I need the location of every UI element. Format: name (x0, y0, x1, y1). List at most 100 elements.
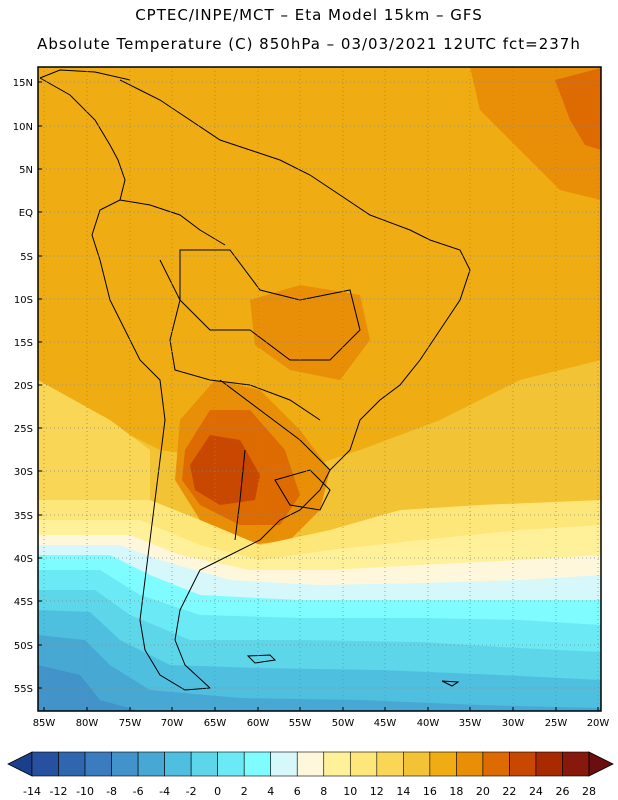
border-argentina-chile (234, 449, 246, 541)
colorbar-label: -2 (186, 785, 197, 798)
field-neg6-neg4 (38, 665, 140, 711)
colorbar-label: -14 (23, 785, 41, 798)
colorbar-label: 8 (320, 785, 327, 798)
colorbar-box (84, 751, 112, 777)
colorbar-label: -8 (106, 785, 117, 798)
colorbar-box (482, 751, 510, 777)
lat-label: 15N (13, 78, 33, 89)
lat-label: 50S (14, 641, 33, 652)
border-bolivia (159, 259, 321, 421)
latitude-axis: 15N 10N 5N EQ 5S 10S 15S 20S 25S 30S 35S… (13, 78, 33, 695)
lat-label: 55S (14, 684, 33, 695)
colorbar-label: 4 (267, 785, 274, 798)
field-18-20 (38, 67, 601, 470)
border-uruguay (274, 469, 331, 511)
lat-label: 20S (14, 381, 33, 392)
colorbar-box (164, 751, 192, 777)
field-22-24-atlantic (555, 68, 601, 150)
colorbar-label: -10 (76, 785, 94, 798)
lat-label: 25S (14, 424, 33, 435)
field-14-16-pacific (38, 380, 150, 505)
colorbar-label: 18 (449, 785, 463, 798)
lon-label: 55W (289, 718, 312, 729)
colorbar-box (535, 751, 563, 777)
lat-label: 15S (14, 338, 33, 349)
border-colombia (119, 199, 226, 246)
colorbar-box (111, 751, 139, 777)
lon-label: 25W (545, 718, 568, 729)
lat-label: 35S (14, 511, 33, 522)
colorbar-low-arrow (7, 751, 33, 777)
lon-label: 45W (374, 718, 397, 729)
colorbar-box (296, 751, 325, 777)
colorbar-box (137, 751, 165, 777)
map-border (37, 66, 602, 712)
colorbar-label: 0 (214, 785, 221, 798)
lon-label: 20W (587, 718, 610, 729)
colorbar-label: -4 (159, 785, 170, 798)
colorbar-box (270, 751, 298, 777)
temperature-field (38, 67, 601, 711)
colorbar-box (349, 751, 378, 777)
colorbar-high-arrow (588, 751, 614, 777)
lat-label: EQ (19, 208, 33, 219)
lon-label: 85W (33, 718, 56, 729)
colorbar-box (509, 751, 537, 777)
lon-label: 80W (76, 718, 99, 729)
colorbar-label: 22 (502, 785, 516, 798)
map-title-line-2: Absolute Temperature (C) 850hPa – 03/03/… (37, 35, 581, 53)
colorbar-label: -12 (50, 785, 68, 798)
axis-ticks (38, 81, 599, 711)
colorbar-label: 14 (396, 785, 410, 798)
longitude-axis: 85W 80W 75W 70W 65W 60W 55W 50W 45W 40W … (33, 718, 610, 729)
border-brazil-west (179, 249, 361, 361)
field-20-22-central (250, 285, 370, 380)
colorbar-label: 12 (370, 785, 384, 798)
lon-label: 65W (204, 718, 227, 729)
lon-label: 30W (502, 718, 525, 729)
lat-label: 40S (14, 554, 33, 565)
colorbar-labels: -14 -12 -10 -8 -6 -4 -2 0 2 4 6 8 10 12 14 16 18 20 22 24 26… (23, 785, 596, 798)
colorbar-label: 28 (582, 785, 596, 798)
falkland-islands (246, 654, 277, 664)
lon-label: 70W (161, 718, 184, 729)
lon-label: 50W (332, 718, 355, 729)
lat-label: 10N (13, 122, 33, 133)
colorbar-label: 24 (529, 785, 543, 798)
south-georgia (441, 680, 460, 687)
colorbar-box (217, 751, 245, 777)
colorbar-box (58, 751, 86, 777)
lat-label: 45S (14, 597, 33, 608)
colorbar-box (31, 751, 59, 777)
colorbar-box (429, 751, 457, 777)
colorbar-label: 26 (555, 785, 569, 798)
lat-label: 5S (20, 252, 33, 263)
colorbar-box (562, 751, 590, 777)
colorbar-box (190, 751, 218, 777)
coastlines (39, 69, 471, 691)
colorbar-box (376, 751, 404, 777)
lon-label: 75W (119, 718, 142, 729)
lat-label: 5N (19, 165, 33, 176)
colorbar-label: 6 (294, 785, 301, 798)
colorbar-box (323, 751, 351, 777)
colorbar-label: 2 (241, 785, 248, 798)
lon-label: 60W (247, 718, 270, 729)
colorbar-box (456, 751, 484, 777)
colorbar-label: 20 (476, 785, 490, 798)
south-america-coastline (39, 77, 471, 691)
colorbar-label: 10 (343, 785, 357, 798)
colorbar-label: -6 (133, 785, 144, 798)
graticule (38, 67, 601, 711)
lon-label: 40W (417, 718, 440, 729)
lat-label: 10S (14, 295, 33, 306)
border-paraguay (219, 379, 331, 471)
colorbar-box (243, 751, 272, 777)
central-america-coastline (39, 69, 131, 81)
lat-label: 30S (14, 467, 33, 478)
temperature-colorbar (7, 751, 614, 777)
lon-label: 35W (459, 718, 482, 729)
map-title-line-1: CPTEC/INPE/MCT – Eta Model 15km – GFS (135, 6, 483, 24)
field-24-26-chaco (190, 435, 260, 505)
